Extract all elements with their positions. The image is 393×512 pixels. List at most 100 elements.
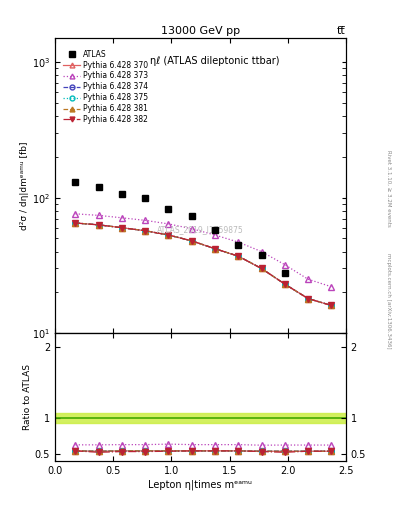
Pythia 6.428 373	[329, 284, 334, 290]
Pythia 6.428 370	[96, 222, 101, 228]
Line: Pythia 6.428 373: Pythia 6.428 373	[73, 211, 334, 289]
Pythia 6.428 382	[189, 238, 194, 244]
Pythia 6.428 370	[73, 220, 78, 226]
Pythia 6.428 374	[283, 281, 287, 287]
Legend: ATLAS, Pythia 6.428 370, Pythia 6.428 373, Pythia 6.428 374, Pythia 6.428 375, P: ATLAS, Pythia 6.428 370, Pythia 6.428 37…	[62, 48, 150, 125]
Pythia 6.428 374	[119, 225, 124, 231]
Pythia 6.428 374	[329, 303, 334, 309]
Pythia 6.428 373	[213, 232, 217, 238]
Pythia 6.428 374	[259, 265, 264, 271]
ATLAS	[73, 179, 78, 185]
Pythia 6.428 370	[166, 232, 171, 238]
Line: Pythia 6.428 375: Pythia 6.428 375	[73, 220, 334, 308]
Pythia 6.428 370	[119, 225, 124, 231]
X-axis label: Lepton η|times mᵉᵃᵐᵘ: Lepton η|times mᵉᵃᵐᵘ	[149, 480, 252, 490]
Bar	[55, 413, 346, 423]
Pythia 6.428 382	[236, 253, 241, 259]
Pythia 6.428 375	[96, 222, 101, 228]
Pythia 6.428 375	[283, 281, 287, 287]
Pythia 6.428 382	[166, 232, 171, 238]
Pythia 6.428 381	[213, 246, 217, 252]
Pythia 6.428 370	[329, 303, 334, 309]
Pythia 6.428 370	[213, 246, 217, 252]
Pythia 6.428 370	[143, 228, 147, 234]
Pythia 6.428 375	[213, 246, 217, 252]
Pythia 6.428 381	[189, 238, 194, 244]
Line: Pythia 6.428 381: Pythia 6.428 381	[73, 220, 334, 308]
Pythia 6.428 382	[283, 281, 287, 287]
Pythia 6.428 374	[306, 295, 310, 302]
Line: Pythia 6.428 374: Pythia 6.428 374	[73, 220, 334, 308]
Pythia 6.428 375	[259, 265, 264, 271]
Pythia 6.428 382	[143, 228, 147, 234]
Pythia 6.428 373	[143, 217, 147, 223]
Pythia 6.428 373	[189, 226, 194, 232]
Pythia 6.428 381	[329, 303, 334, 309]
Pythia 6.428 375	[329, 303, 334, 309]
ATLAS	[143, 195, 147, 201]
Pythia 6.428 381	[73, 220, 78, 226]
Pythia 6.428 374	[236, 253, 241, 259]
Line: Pythia 6.428 382: Pythia 6.428 382	[73, 220, 334, 308]
Line: Pythia 6.428 370: Pythia 6.428 370	[73, 220, 334, 308]
Pythia 6.428 373	[306, 276, 310, 282]
Pythia 6.428 374	[73, 220, 78, 226]
Text: 13000 GeV pp: 13000 GeV pp	[161, 26, 240, 36]
Pythia 6.428 375	[306, 295, 310, 302]
Text: tt̅: tt̅	[337, 26, 346, 36]
Pythia 6.428 381	[96, 222, 101, 228]
Pythia 6.428 382	[96, 222, 101, 228]
Pythia 6.428 382	[259, 265, 264, 271]
Pythia 6.428 375	[189, 238, 194, 244]
Pythia 6.428 373	[259, 248, 264, 254]
Pythia 6.428 370	[306, 295, 310, 302]
Pythia 6.428 373	[283, 262, 287, 268]
Pythia 6.428 370	[189, 238, 194, 244]
Pythia 6.428 382	[213, 246, 217, 252]
Pythia 6.428 375	[73, 220, 78, 226]
Pythia 6.428 381	[119, 225, 124, 231]
Pythia 6.428 375	[119, 225, 124, 231]
Pythia 6.428 374	[143, 228, 147, 234]
Pythia 6.428 375	[143, 228, 147, 234]
Pythia 6.428 374	[213, 246, 217, 252]
Pythia 6.428 382	[119, 225, 124, 231]
Text: ATLAS_2019_I1759875: ATLAS_2019_I1759875	[157, 225, 244, 234]
Y-axis label: Ratio to ATLAS: Ratio to ATLAS	[23, 364, 32, 430]
Pythia 6.428 373	[73, 211, 78, 217]
Pythia 6.428 373	[166, 221, 171, 227]
Pythia 6.428 374	[166, 232, 171, 238]
ATLAS	[236, 242, 241, 248]
Pythia 6.428 381	[259, 265, 264, 271]
Pythia 6.428 373	[236, 239, 241, 245]
Pythia 6.428 382	[73, 220, 78, 226]
ATLAS	[166, 205, 171, 211]
Pythia 6.428 370	[283, 281, 287, 287]
Pythia 6.428 374	[96, 222, 101, 228]
Pythia 6.428 375	[236, 253, 241, 259]
ATLAS	[213, 227, 217, 233]
Pythia 6.428 381	[236, 253, 241, 259]
Text: Rivet 3.1.10, ≥ 3.2M events: Rivet 3.1.10, ≥ 3.2M events	[386, 150, 391, 226]
Pythia 6.428 370	[236, 253, 241, 259]
Pythia 6.428 375	[166, 232, 171, 238]
Line: ATLAS: ATLAS	[72, 179, 288, 276]
Pythia 6.428 382	[329, 303, 334, 309]
ATLAS	[96, 184, 101, 190]
ATLAS	[119, 190, 124, 197]
Pythia 6.428 381	[283, 281, 287, 287]
Pythia 6.428 381	[166, 232, 171, 238]
Pythia 6.428 381	[143, 228, 147, 234]
Text: mcplots.cern.ch [arXiv:1306.3436]: mcplots.cern.ch [arXiv:1306.3436]	[386, 253, 391, 349]
Y-axis label: d²σ / dη|dmᵉᵃᵐᵘ [fb]: d²σ / dη|dmᵉᵃᵐᵘ [fb]	[20, 141, 29, 230]
Pythia 6.428 381	[306, 295, 310, 302]
ATLAS	[283, 269, 287, 275]
Pythia 6.428 374	[189, 238, 194, 244]
Pythia 6.428 373	[119, 215, 124, 221]
ATLAS	[259, 251, 264, 258]
Pythia 6.428 373	[96, 212, 101, 219]
Text: ηℓ (ATLAS dileptonic ttbar): ηℓ (ATLAS dileptonic ttbar)	[150, 56, 280, 66]
Pythia 6.428 382	[306, 295, 310, 302]
Pythia 6.428 370	[259, 265, 264, 271]
ATLAS	[189, 213, 194, 219]
